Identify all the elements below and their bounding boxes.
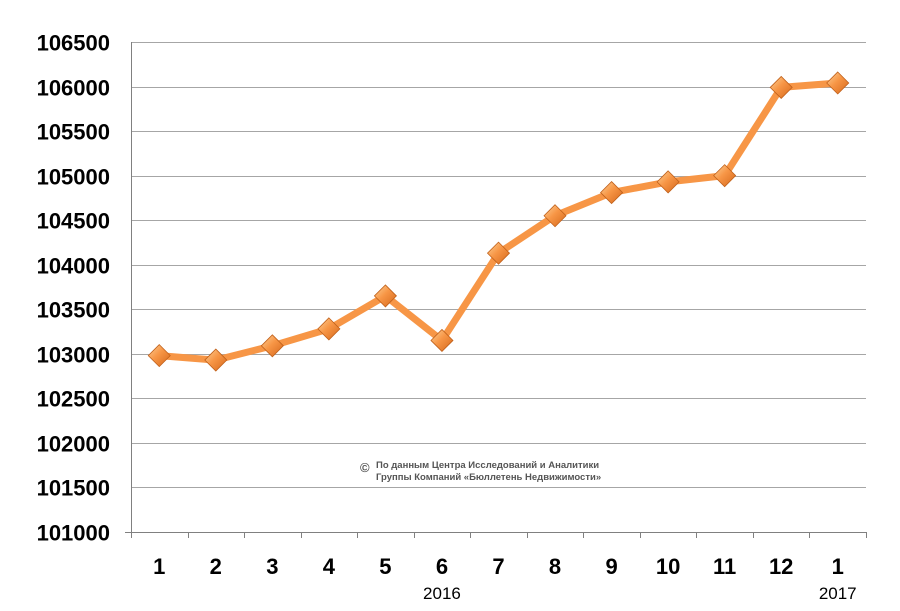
y-tick-label: 101500 [37, 476, 110, 501]
data-point-marker [373, 284, 397, 308]
x-tick-label: 1 [153, 554, 165, 579]
x-tick-label: 11 [713, 554, 736, 579]
x-tick-label: 6 [436, 554, 448, 579]
x-tick-label: 7 [492, 554, 504, 579]
year-label: 2017 [819, 584, 857, 603]
data-point-marker [204, 348, 228, 372]
copyright-symbol: © [360, 460, 370, 475]
data-point-marker [543, 204, 567, 228]
watermark: © По данным Центра Исследований и Аналит… [360, 460, 601, 483]
series [147, 71, 850, 372]
data-point-marker [826, 71, 850, 95]
y-tick-label: 106500 [37, 31, 110, 56]
data-point-marker [430, 328, 454, 353]
y-tick-label: 103000 [37, 343, 110, 368]
data-point-marker [317, 317, 341, 341]
y-tick-label: 105500 [37, 120, 110, 145]
x-tick-label: 12 [769, 554, 793, 579]
x-tick-label: 2 [210, 554, 222, 579]
x-tick-label: 3 [266, 554, 278, 579]
y-tick-label: 103500 [37, 298, 110, 323]
watermark-line-1: По данным Центра Исследований и Аналитик… [376, 460, 599, 471]
data-point-marker [713, 164, 737, 188]
data-point-marker [600, 180, 624, 205]
x-tick-label: 8 [549, 554, 561, 579]
y-tick-label: 104500 [37, 209, 110, 234]
data-point-marker [260, 334, 284, 358]
data-point-marker [769, 75, 793, 100]
y-axis: 101000 101500 102000 102500 103000 103500 1040… [37, 31, 132, 546]
x-tick-label: 10 [656, 554, 680, 579]
x-tick-label: 9 [605, 554, 617, 579]
y-tick-label: 106000 [37, 76, 110, 101]
y-tick-label: 102000 [37, 432, 110, 457]
gridlines [131, 42, 866, 488]
x-tick-label: 4 [323, 554, 336, 579]
y-tick-label: 101000 [37, 521, 110, 546]
y-tick-label: 104000 [37, 254, 110, 279]
data-point-marker [147, 344, 171, 368]
data-point-marker [486, 241, 511, 265]
year-label: 2016 [423, 584, 461, 603]
data-point-marker [656, 170, 680, 194]
x-tick-label: 5 [379, 554, 391, 579]
y-tick-label: 102500 [37, 387, 110, 412]
x-tick-label: 1 [832, 554, 844, 579]
series-line [155, 79, 842, 364]
watermark-line-2: Группы Компаний «Бюллетень Недвижимости» [376, 472, 601, 483]
y-tick-label: 105000 [37, 165, 110, 190]
